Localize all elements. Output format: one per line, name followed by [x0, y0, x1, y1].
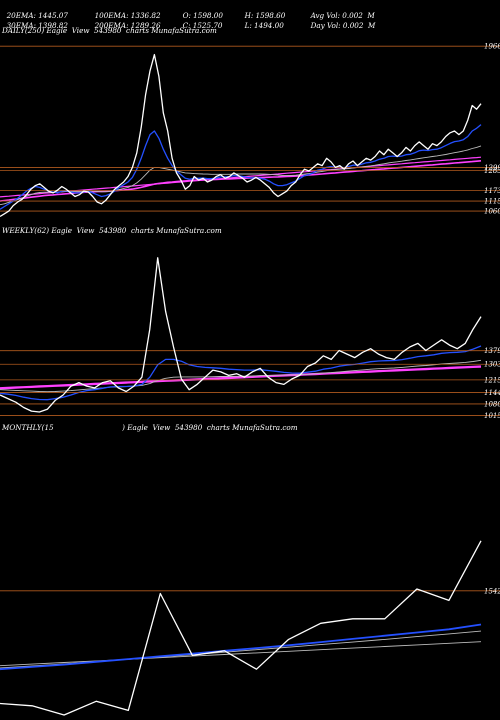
daily-tick-label: 1966	[484, 43, 500, 51]
daily-series-line-2	[0, 145, 482, 206]
ema100-label: 100EMA: 1336.82	[94, 11, 161, 20]
weekly-tick-label: 1303	[484, 361, 500, 369]
open-label: O: 1598.00	[182, 11, 223, 20]
close-label: C: 1525.70	[182, 21, 223, 30]
weekly-series-line-0	[0, 257, 482, 413]
ema20-label: 20EMA: 1445.07	[6, 11, 68, 20]
low-label: L: 1494.00	[244, 21, 284, 30]
daily-series-line-1	[0, 124, 482, 210]
daily-caption: DAILY(250) Eagle View 543980 charts Muna…	[2, 26, 217, 35]
monthly-series-line-3	[0, 641, 482, 667]
weekly-tick-label: 1215	[484, 376, 500, 384]
weekly-series-line-3	[0, 365, 482, 389]
daily-tick-label: 1060	[484, 208, 500, 216]
weekly-series-line-4	[0, 366, 482, 390]
high-label: H: 1598.60	[244, 11, 286, 20]
weekly-tick-label: 1080	[484, 400, 500, 408]
weekly-tick-label: 1379	[484, 347, 500, 355]
weekly-caption: WEEKLY(62) Eagle View 543980 charts Muna…	[2, 226, 222, 235]
daily-chart: 1966 12991283 1173 1115 1060	[0, 43, 500, 218]
monthly-caption: MONTHLY(15 ) Eagle View 543980 charts Mu…	[2, 423, 298, 432]
ema30-label: 30EMA: 1398.82	[6, 21, 68, 30]
monthly-series-line-0	[0, 540, 482, 716]
daily-tick-label: 1173	[484, 187, 500, 195]
weekly-series-line-2	[0, 359, 482, 393]
daily-series-line-0	[0, 53, 482, 218]
monthly-tick-label: 1542	[484, 587, 500, 595]
header-line-1: 20EMA: 1445.07 100EMA: 1336.82 O: 1598.00 H…	[2, 1, 375, 21]
weekly-tick-label: 1144	[484, 389, 500, 397]
daily-series-line-3	[0, 160, 482, 202]
weekly-series-line-1	[0, 345, 482, 401]
day-vol-label: Day Vol: 0.002 M	[310, 21, 376, 30]
daily-tick-label: 1299	[484, 164, 500, 172]
monthly-chart: 1542	[0, 540, 500, 716]
daily-tick-label: 1283	[484, 167, 500, 175]
weekly-chart: 1379 1303 1215 1144 1080 1015	[0, 257, 500, 420]
daily-tick-label: 1115	[484, 198, 500, 206]
avg-vol-label: Avg Vol: 0.002 M	[310, 11, 375, 20]
weekly-tick-label: 1015	[484, 412, 500, 420]
monthly-series-line-1	[0, 623, 482, 671]
header-line-2: 30EMA: 1398.82 200EMA: 1289.26 C: 1525.70 L…	[2, 11, 376, 31]
ema200-label: 200EMA: 1289.26	[94, 21, 161, 30]
